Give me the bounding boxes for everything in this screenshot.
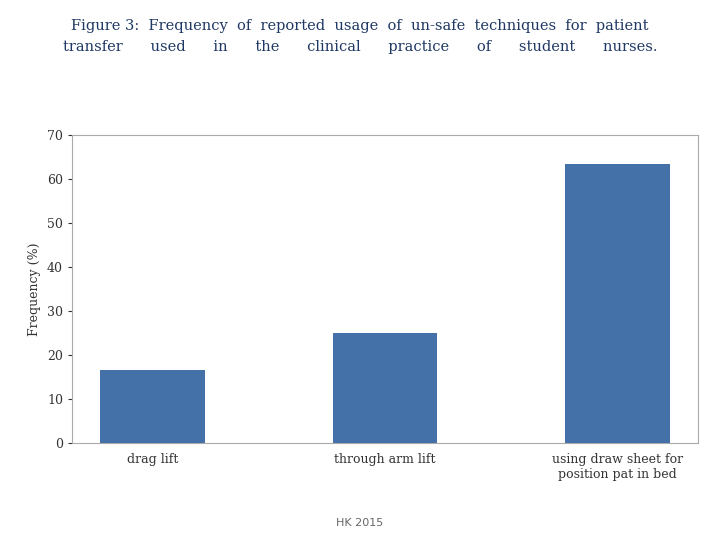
Text: Figure 3:  Frequency  of  reported  usage  of  un-safe  techniques  for  patient: Figure 3: Frequency of reported usage of…	[71, 19, 649, 33]
Y-axis label: Frequency (%): Frequency (%)	[28, 242, 42, 336]
Bar	[333, 333, 438, 443]
Text: transfer      used      in      the      clinical      practice      of      stu: transfer used in the clinical practice o…	[63, 40, 657, 55]
Bar	[565, 164, 670, 443]
Text: HK 2015: HK 2015	[336, 518, 384, 528]
Bar	[101, 370, 205, 443]
